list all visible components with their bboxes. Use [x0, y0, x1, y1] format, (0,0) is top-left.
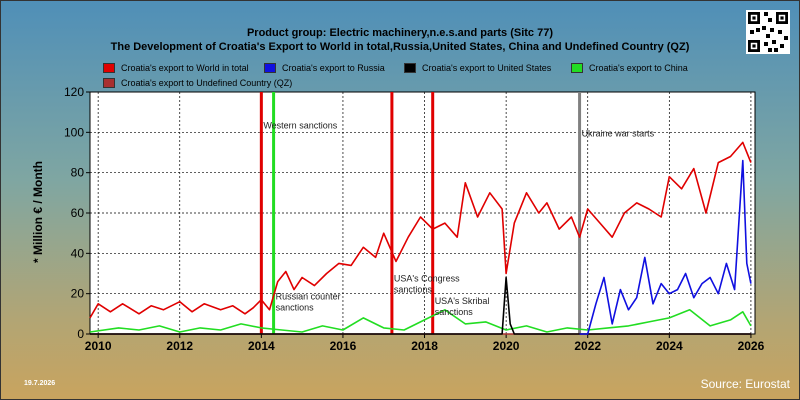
annotation-label: Russian counter sanctions [276, 292, 341, 313]
chart-title: Product group: Electric machinery,n.e.s.… [246, 27, 554, 39]
annotation-label: Western sanctions [263, 120, 337, 130]
legend-item-china: Croatia's export to China [571, 63, 688, 73]
series-line-1 [579, 159, 752, 335]
legend-swatch-qz [103, 78, 115, 88]
annotation-label: USA's Congress sanctions [394, 274, 460, 295]
legend-swatch-us [404, 63, 416, 73]
legend-label-qz: Croatia's export to Undefined Country (Q… [121, 78, 293, 88]
y-tick-label: 80 [71, 166, 85, 180]
x-tick-label: 2026 [738, 339, 765, 353]
y-tick-label: 60 [71, 206, 85, 220]
y-tick-label: 40 [71, 246, 85, 260]
x-tick-label: 2020 [493, 339, 520, 353]
legend-item-russia: Croatia's export to Russia [264, 63, 385, 73]
legend-label-russia: Croatia's export to Russia [282, 63, 385, 73]
legend-label-us: Croatia's export to United States [422, 63, 552, 73]
x-tick-label: 2014 [248, 339, 275, 353]
x-tick-label: 2024 [656, 339, 683, 353]
legend-swatch-russia [264, 63, 276, 73]
series-line-2 [90, 276, 751, 335]
legend-label-world: Croatia's export to World in total [121, 63, 249, 73]
x-tick-label: 2022 [574, 339, 601, 353]
legend-swatch-world [103, 63, 115, 73]
x-tick-label: 2010 [85, 339, 112, 353]
x-tick-label: 2018 [411, 339, 438, 353]
y-tick-label: 100 [64, 125, 84, 139]
footer-source: Source: Eurostat [700, 377, 790, 391]
series-line-3 [89, 308, 752, 333]
x-tick-label: 2016 [330, 339, 357, 353]
footer-date: 19.7.2026 [24, 380, 56, 387]
legend-label-china: Croatia's export to China [589, 63, 688, 73]
series-line-0 [89, 141, 752, 319]
chart-subtitle: The Development of Croatia's Export to W… [110, 41, 690, 53]
legend-item-qz: Croatia's export to Undefined Country (Q… [103, 78, 292, 88]
y-tick-label: 0 [77, 327, 84, 341]
legend-swatch-china [571, 63, 583, 73]
annotation-label: USA's Skribal sanctions [435, 296, 490, 317]
y-tick-label: 20 [71, 287, 85, 301]
legend-item-us: Croatia's export to United States [404, 63, 551, 73]
legend-item-world: Croatia's export to World in total [103, 63, 249, 73]
y-tick-label: 120 [64, 85, 84, 99]
qr-code-icon [746, 10, 790, 54]
annotation-label: Ukraine war starts [582, 128, 655, 138]
x-tick-label: 2012 [166, 339, 193, 353]
